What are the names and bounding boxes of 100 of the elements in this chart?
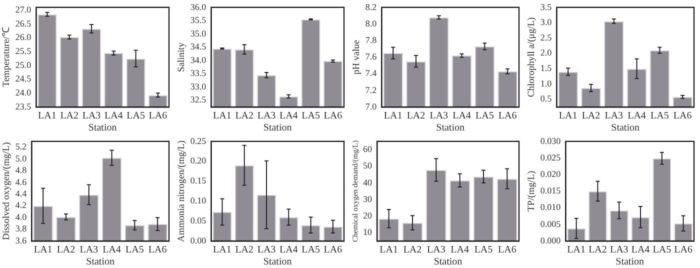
y-axis-title: Ammonia nitrogen/(mg/L) [177,140,188,242]
x-axis-title: Station [611,122,640,134]
y-axis-title: pH value [352,40,362,74]
y-tick-label: 0.030 [540,136,562,146]
x-tick-label: LA6 [498,244,516,256]
y-tick-label: 8.2 [365,2,377,12]
y-axis-title: Temperature/℃ [2,26,12,87]
x-axis-title: Station [436,122,464,134]
x-tick-label: LA2 [588,244,607,256]
x-axis-title: Station [263,256,292,268]
x-axis-title: Station [86,256,114,268]
y-tick-label: 50 [363,160,372,171]
x-tick-label: LA5 [125,244,144,256]
x-tick-label: LA6 [324,244,342,256]
y-tick-label: 30 [363,194,372,204]
y-tick-label: 0.000 [540,235,562,246]
y-tick-label: 5.0 [15,153,28,164]
y-tick-label: 0.010 [540,202,562,212]
y-tick-label: 4.6 [15,176,28,187]
x-tick-label: LA5 [475,110,494,122]
x-tick-label: LA6 [148,110,168,122]
y-tick-label: 0.15 [190,176,207,186]
y-tick-label: 7.4 [365,68,378,78]
x-axis-title: Station [263,122,292,134]
y-tick-label: 0.10 [190,196,207,206]
y-tick-label: 25.0 [15,60,32,70]
y-tick-label: 3.0 [540,17,552,28]
x-tick-label: LA2 [235,244,254,256]
y-tick-label: 2.5 [540,32,552,42]
y-tick-label: 4.4 [15,188,28,198]
y-tick-label: 7.2 [365,84,377,95]
x-axis-title: Station [616,256,644,268]
x-axis-title: Station [88,122,117,134]
x-tick-label: LA2 [235,110,254,122]
x-tick-label: LA1 [384,110,402,122]
x-tick-label: LA5 [652,244,672,256]
x-tick-label: LA4 [104,110,123,122]
x-tick-label: LA4 [279,244,298,256]
x-tick-label: LA1 [213,244,232,256]
y-tick-label: 24.5 [15,74,32,84]
y-tick-label: 27.0 [15,4,32,15]
y-tick-label: 8.0 [365,18,378,28]
y-axis-title: Chlorophyll a/(μg/L) [527,17,538,98]
y-tick-label: 23.5 [15,101,32,112]
x-tick-label: LA4 [279,110,298,122]
x-tick-label: LA2 [56,244,76,256]
y-tick-label: 0.5 [540,94,552,104]
y-tick-label: 2.0 [540,48,552,58]
x-tick-label: LA6 [324,110,342,122]
y-tick-label: 25.5 [15,46,32,56]
x-tick-label: LA5 [650,110,669,122]
x-axis-title: Station [434,256,462,268]
y-tick-label: 5.2 [15,142,27,152]
y-tick-label: 1.0 [540,78,552,88]
x-tick-label: LA1 [380,244,398,256]
x-tick-label: LA4 [102,244,121,256]
y-tick-label: 7.6 [365,52,378,62]
y-tick-label: 34.0 [190,54,207,65]
x-tick-label: LA4 [452,110,471,122]
x-tick-label: LA6 [498,110,517,122]
x-tick-label: LA3 [430,110,448,122]
x-tick-label: LA1 [38,110,56,122]
x-tick-label: LA6 [673,110,692,122]
y-tick-label: 3.6 [15,235,28,246]
x-tick-label: LA3 [80,244,98,256]
y-tick-label: 3.8 [15,224,28,234]
x-tick-label: LA1 [567,244,586,256]
y-tick-label: 36.0 [190,2,207,12]
y-tick-label: 0.00 [190,235,207,246]
y-tick-label: 35.0 [190,28,207,38]
x-tick-label: LA3 [426,244,446,256]
y-tick-label: 40 [363,177,372,188]
x-tick-label: LA2 [60,110,79,122]
x-tick-label: LA5 [302,110,320,122]
x-tick-label: LA4 [450,244,470,256]
x-tick-label: LA4 [628,110,646,122]
x-tick-label: LA5 [126,110,145,122]
x-tick-label: LA1 [558,110,578,122]
y-tick-label: 34.5 [190,42,207,52]
y-tick-label: 0.015 [540,186,562,196]
y-tick-label: 32.5 [190,94,207,105]
x-tick-label: LA2 [582,110,600,122]
y-axis-title: Salinity [177,42,188,72]
y-tick-label: 4.8 [15,165,28,176]
y-tick-label: 35.5 [190,15,207,26]
y-tick-label: 0.005 [540,218,562,229]
y-tick-label: 0.20 [190,156,207,166]
y-tick-label: 4.0 [15,212,28,222]
y-tick-label: 26.0 [15,32,32,42]
x-tick-label: LA5 [474,244,493,256]
x-tick-label: LA3 [610,244,628,256]
y-tick-label: 7.0 [365,101,378,112]
y-tick-label: 1.5 [540,63,552,74]
y-tick-label: 0.025 [540,152,562,162]
x-tick-label: LA2 [403,244,422,256]
y-tick-label: 33.0 [190,81,207,92]
y-tick-label: 0.05 [190,215,207,226]
x-tick-label: LA3 [82,110,101,122]
y-tick-label: 33.5 [190,68,207,78]
y-tick-label: 10 [363,227,372,238]
